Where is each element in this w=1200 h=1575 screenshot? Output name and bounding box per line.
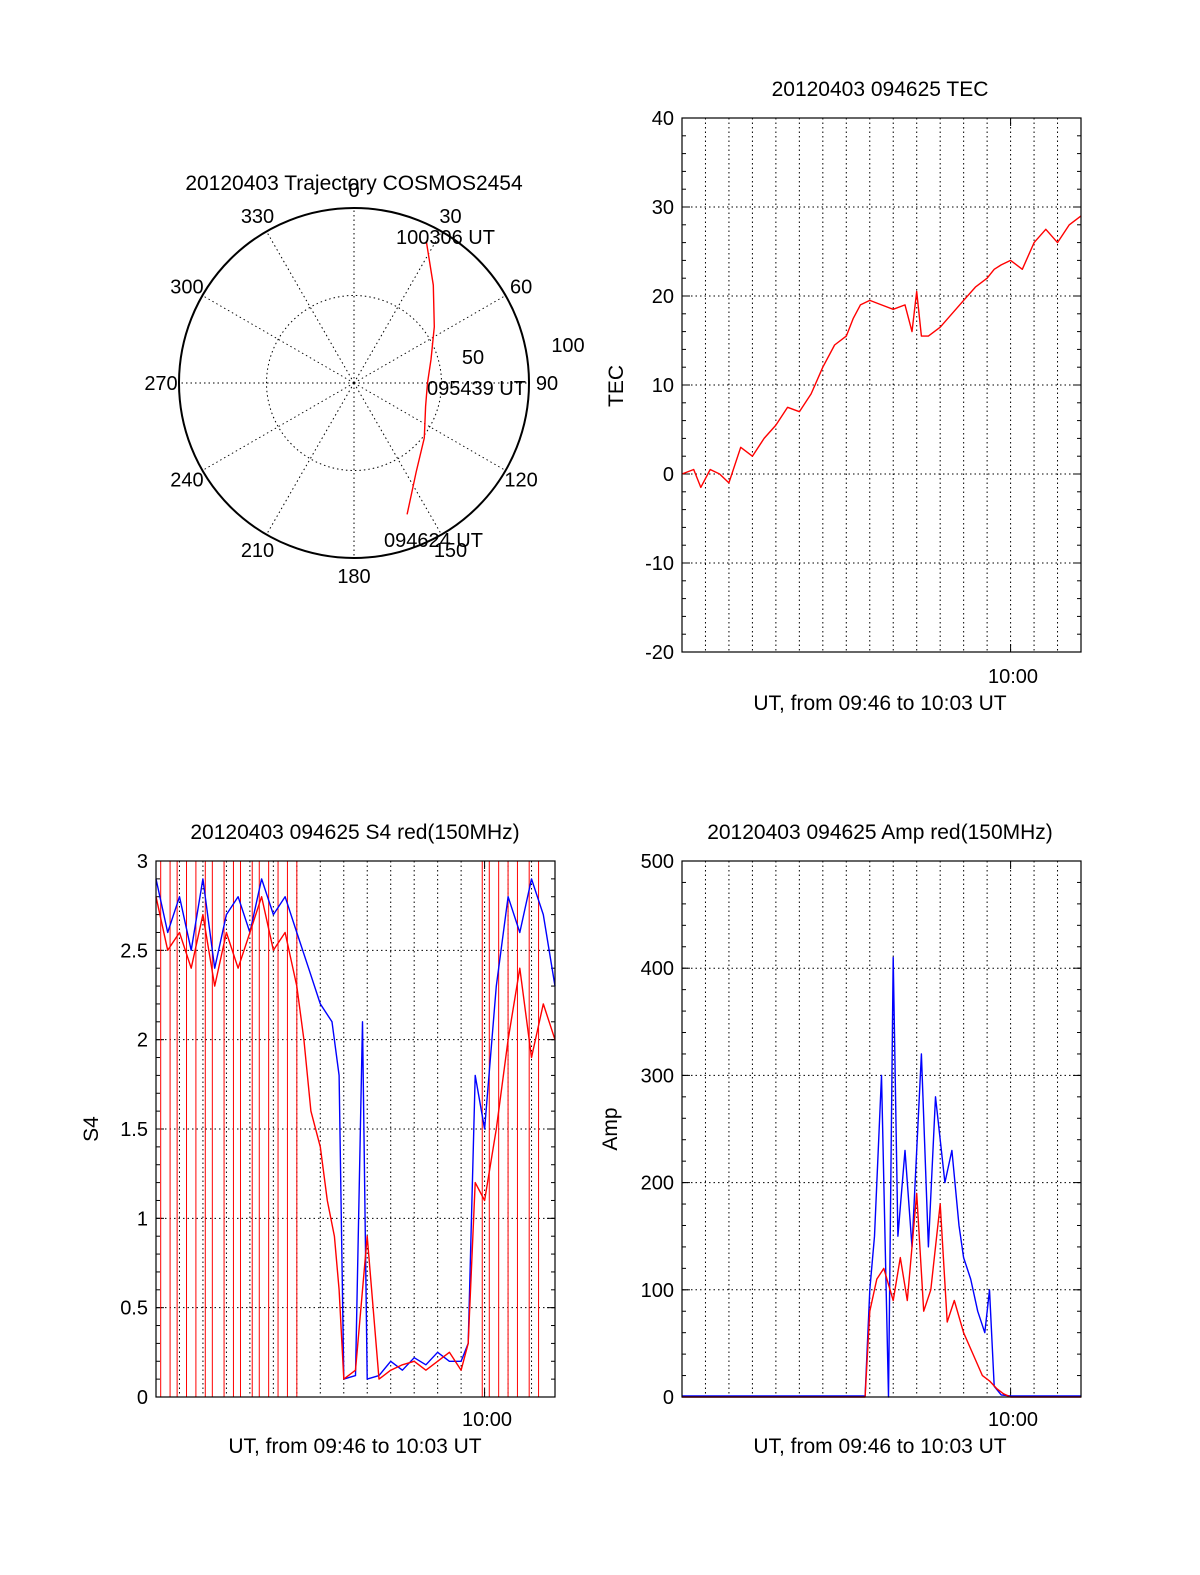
tec-y-axis-label: TEC (605, 365, 628, 407)
s4-series-blue (155, 878, 556, 1380)
polar-angle-label: 210 (241, 540, 274, 562)
tec-title: 20120403 094625 TEC (772, 78, 989, 101)
polar-angle-label: 300 (170, 277, 203, 299)
amp-y-tick-label: 100 (641, 1280, 674, 1302)
polar-angle-label: 270 (144, 373, 177, 395)
amp-series-red (682, 1192, 1081, 1398)
s4-series-red (155, 896, 556, 1380)
polar-angle-label: 120 (504, 470, 537, 492)
polar-trajectory-panel: 20120403 Trajectory COSMOS2454 0 30 60 90 12… (144, 172, 584, 588)
polar-title: 20120403 Trajectory COSMOS2454 (185, 172, 523, 195)
tec-x-tick-label: 10:00 (988, 666, 1038, 688)
s4-y-tick-label: 0 (137, 1387, 148, 1409)
tec-y-tick-label: 20 (652, 286, 674, 308)
s4-plot-area: 0 0.5 1 1.5 2 2.5 3 (120, 851, 556, 1409)
polar-spoke (266, 382, 355, 535)
amp-y-tick-label: 0 (663, 1387, 674, 1409)
amp-y-tick-label: 500 (641, 851, 674, 873)
polar-radial-label-100: 100 (551, 335, 584, 357)
tec-y-tick-label: 10 (652, 375, 674, 397)
s4-y-axis-label: S4 (80, 1116, 103, 1142)
polar-angle-label: 30 (439, 206, 461, 228)
amp-title: 20120403 094625 Amp red(150MHz) (707, 821, 1053, 844)
tec-y-tick-label: -20 (645, 642, 674, 664)
amp-panel: 20120403 094625 Amp red(150MHz) 0 100 200 3… (599, 821, 1082, 1458)
polar-angle-label: 60 (510, 277, 532, 299)
polar-angle-label: 0 (348, 180, 359, 202)
polar-angle-label: 180 (337, 566, 370, 588)
s4-y-tick-label: 2.5 (120, 940, 148, 962)
s4-y-tick-label: 1.5 (120, 1119, 148, 1141)
polar-angle-label: 150 (434, 540, 467, 562)
tec-y-tick-label: 0 (663, 464, 674, 486)
s4-y-tick-label: 2 (137, 1030, 148, 1052)
s4-panel: 20120403 094625 S4 red(150MHz) 0 0.5 1 1.5 2… (80, 821, 556, 1458)
s4-title: 20120403 094625 S4 red(150MHz) (190, 821, 519, 844)
tec-y-tick-label: -10 (645, 553, 674, 575)
amp-y-axis-label: Amp (599, 1107, 622, 1150)
amp-x-tick-label: 10:00 (988, 1409, 1038, 1431)
polar-ring-50 (266, 295, 442, 471)
amp-x-axis-label: UT, from 09:46 to 10:03 UT (753, 1435, 1006, 1458)
annotation-mid-time: 095439 UT (427, 378, 526, 400)
polar-outer-ring (178, 207, 530, 559)
s4-x-axis-label: UT, from 09:46 to 10:03 UT (228, 1435, 481, 1458)
tec-y-tick-label: 30 (652, 197, 674, 219)
tec-series-red (681, 215, 1082, 489)
s4-y-tick-label: 3 (137, 851, 148, 873)
polar-angle-labels: 0 30 60 90 120 150 180 210 240 270 300 330 (144, 180, 558, 588)
tec-panel: 20120403 094625 TEC -20 -10 0 10 20 30 40 10:0… (605, 78, 1082, 715)
annotation-start-time: 094624 UT (384, 530, 483, 552)
amp-y-tick-label: 400 (641, 958, 674, 980)
polar-angle-label: 90 (536, 373, 558, 395)
amp-series-blue (682, 956, 1081, 1398)
polar-angle-label: 330 (241, 206, 274, 228)
s4-y-tick-label: 1 (137, 1208, 148, 1230)
amp-frame (681, 860, 1082, 1398)
polar-trajectory-line (406, 240, 436, 515)
polar-radial-label-50: 50 (462, 347, 484, 369)
polar-spoke (202, 382, 355, 471)
s4-frame (155, 860, 556, 1398)
amp-y-tick-label: 300 (641, 1065, 674, 1087)
polar-angle-label: 240 (170, 470, 203, 492)
polar-grid (179, 208, 529, 558)
tec-y-tick-label: 40 (652, 108, 674, 130)
s4-x-tick-label: 10:00 (462, 1409, 512, 1431)
amp-y-tick-label: 200 (641, 1173, 674, 1195)
tec-frame (681, 117, 1082, 653)
tec-x-axis-label: UT, from 09:46 to 10:03 UT (753, 692, 1006, 715)
tec-plot-area: -20 -10 0 10 20 30 40 (645, 108, 1082, 664)
annotation-end-time: 100306 UT (396, 227, 495, 249)
amp-plot-area: 0 100 200 300 400 500 (641, 851, 1082, 1409)
s4-y-tick-label: 0.5 (120, 1298, 148, 1320)
